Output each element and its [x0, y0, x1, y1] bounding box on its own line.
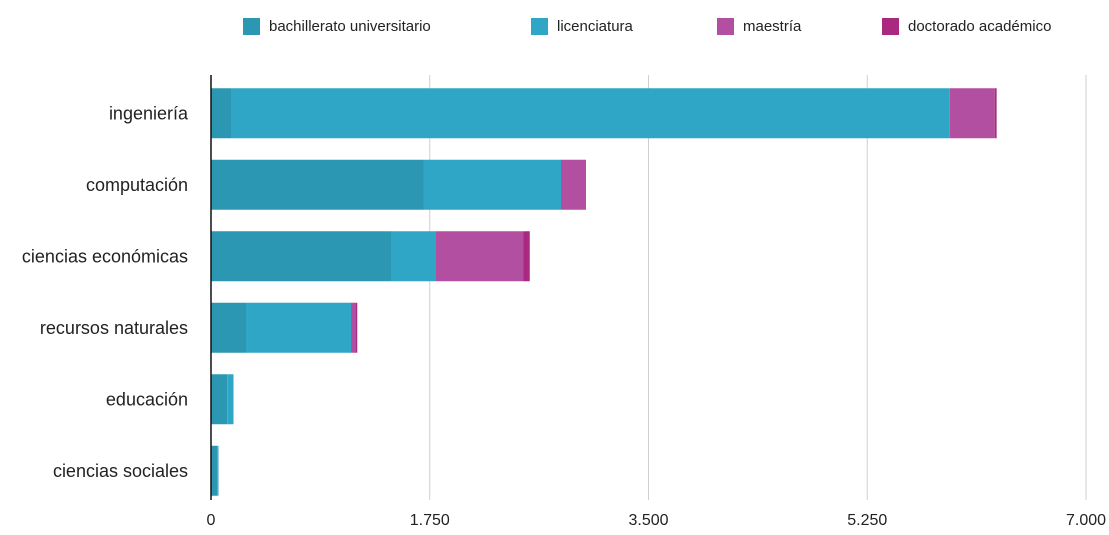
bar-ingenieria-maestria[interactable] [949, 88, 995, 139]
bar-ingenieria-licenciatura[interactable] [231, 88, 950, 139]
legend-label-licenciatura: licenciatura [557, 17, 633, 35]
bar-computacion-maestria[interactable] [561, 159, 586, 210]
bar-recursos-naturales-maestria[interactable] [351, 302, 356, 353]
bar-educacion-licenciatura[interactable] [227, 374, 234, 425]
bar-ingenieria-doctorado-academico[interactable] [994, 88, 997, 139]
legend-item-bachillerato[interactable]: bachillerato universitario [243, 14, 431, 38]
y-category-label-computacion: computación [86, 175, 188, 195]
y-category-label-recursos-naturales: recursos naturales [40, 318, 188, 338]
legend-swatch-maestria [717, 17, 734, 35]
bar-ciencias-sociales-licenciatura[interactable] [217, 445, 219, 496]
bar-recursos-naturales-doctorado-academico[interactable] [356, 302, 358, 353]
x-tick-label-0: 0 [207, 512, 216, 529]
axes: 0 1.750 3.500 5.250 7.000 ingeniería computaci… [22, 75, 1106, 529]
gridlines [429, 75, 1087, 500]
y-category-label-ciencias-economicas: ciencias económicas [22, 246, 188, 266]
bar-recursos-naturales-bachillerato-universitario[interactable] [211, 302, 246, 353]
bar-ciencias-economicas-maestria[interactable] [436, 231, 524, 282]
legend-swatch-doctorado [882, 17, 899, 35]
bars [211, 88, 997, 496]
y-category-label-educacion: educación [106, 389, 188, 409]
legend-label-doctorado: doctorado académico [908, 17, 1052, 35]
bar-ciencias-economicas-doctorado-academico[interactable] [523, 231, 530, 282]
legend-item-doctorado[interactable]: doctorado académico [882, 14, 1051, 38]
bar-ingenieria-bachillerato-universitario[interactable] [211, 88, 231, 139]
legend-item-licenciatura[interactable]: licenciatura [531, 14, 633, 38]
x-tick-label-1-750: 1.750 [410, 512, 450, 529]
bar-ciencias-economicas-licenciatura[interactable] [391, 231, 436, 282]
legend-swatch-licenciatura [531, 17, 548, 35]
bar-ciencias-sociales-bachillerato-universitario[interactable] [211, 445, 218, 496]
bar-recursos-naturales-licenciatura[interactable] [246, 302, 351, 353]
x-tick-label-5-250: 5.250 [847, 512, 887, 529]
legend-label-bachillerato: bachillerato universitario [269, 17, 431, 35]
x-tick-label-3-500: 3.500 [628, 512, 668, 529]
chart-legend: bachillerato universitario licenciatura … [0, 14, 1109, 38]
legend-label-maestria: maestría [743, 17, 802, 35]
legend-item-maestria[interactable]: maestría [717, 14, 801, 38]
bar-educacion-bachillerato-universitario[interactable] [211, 374, 228, 425]
x-tick-label-7-000: 7.000 [1066, 512, 1106, 529]
legend-swatch-bachillerato [243, 17, 260, 35]
bar-ciencias-economicas-bachillerato-universitario[interactable] [211, 231, 391, 282]
y-category-label-ciencias-sociales: ciencias sociales [53, 461, 188, 481]
y-category-label-ingenieria: ingeniería [109, 103, 189, 123]
bar-computacion-bachillerato-universitario[interactable] [211, 159, 424, 210]
bar-computacion-licenciatura[interactable] [423, 159, 562, 210]
